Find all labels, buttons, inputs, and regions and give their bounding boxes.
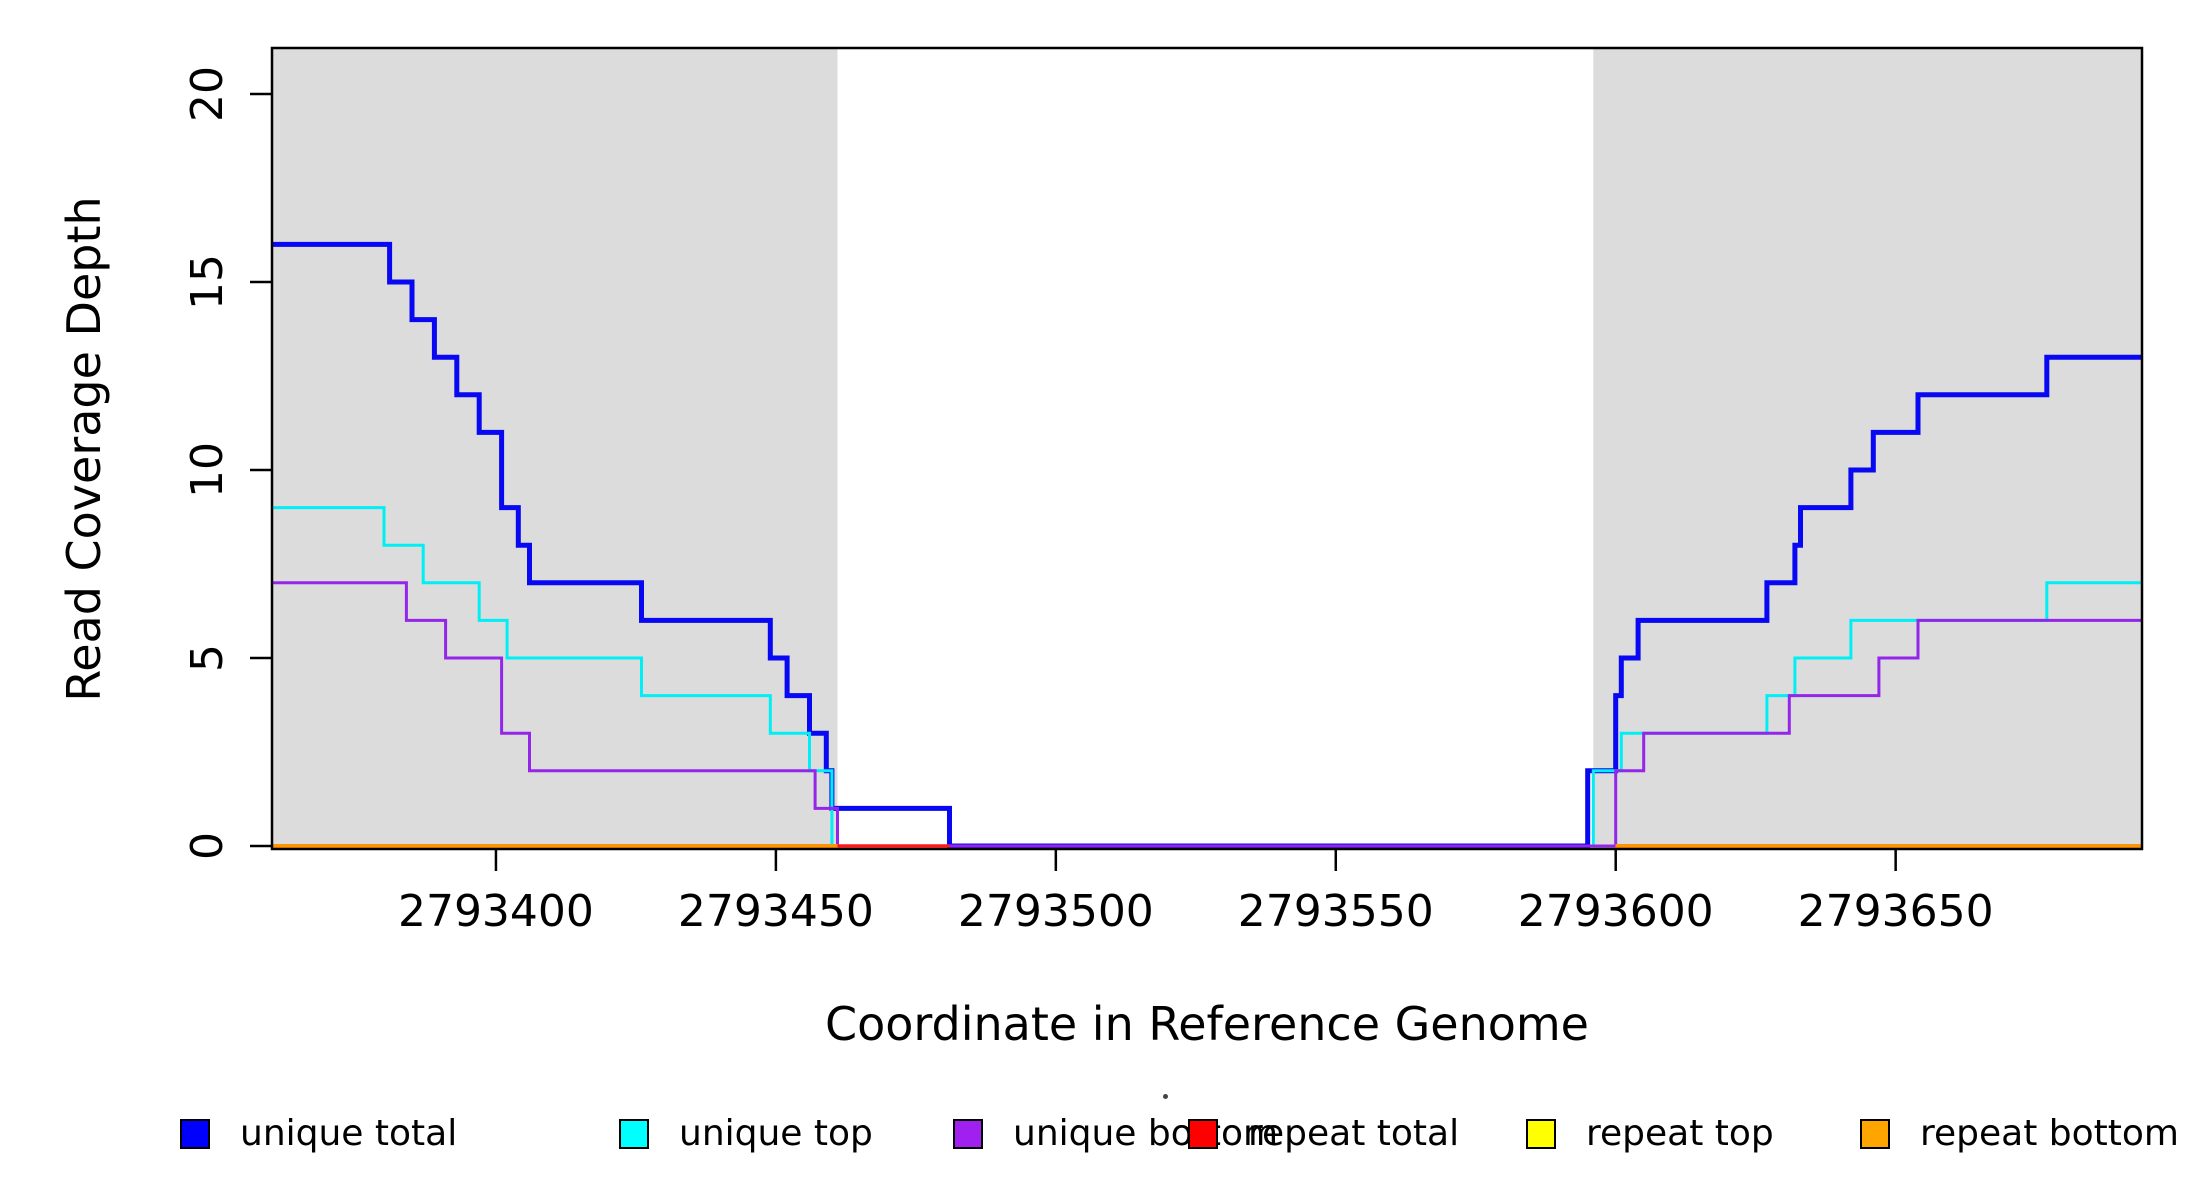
x-tick-label: 2793450 bbox=[678, 886, 874, 937]
plot-frame bbox=[270, 46, 2144, 851]
y-tick-label: 20 bbox=[182, 66, 233, 122]
x-tick-label: 2793500 bbox=[958, 886, 1154, 937]
x-tick-label: 2793600 bbox=[1518, 886, 1714, 937]
x-tick-label: 2793550 bbox=[1238, 886, 1434, 937]
repeat-region-band bbox=[272, 48, 838, 849]
series-unique-top-line bbox=[272, 506, 2142, 848]
y-tick-label: 5 bbox=[182, 644, 233, 672]
x-axis-title: Coordinate in Reference Genome bbox=[825, 997, 1589, 1051]
stray-dot-mark bbox=[1163, 1094, 1168, 1099]
plot-frame-border bbox=[270, 46, 2144, 851]
y-tick-label: 15 bbox=[182, 254, 233, 310]
y-tick-label: 10 bbox=[182, 442, 233, 498]
repeat-region-band bbox=[1593, 48, 2142, 849]
x-tick-label: 2793650 bbox=[1798, 886, 1994, 937]
coverage-series-lines bbox=[272, 241, 2142, 849]
y-tick-label: 0 bbox=[182, 832, 233, 860]
repeat-region-bands bbox=[272, 48, 2142, 849]
x-tick-label: 2793400 bbox=[398, 886, 594, 937]
x-axis-ticks: 2793400 2793450 2793500 2793550 2793600 27936… bbox=[398, 849, 1994, 937]
series-unique-bottom-line bbox=[272, 581, 2142, 848]
y-axis-title: Read Coverage Depth bbox=[57, 196, 111, 701]
y-axis-ticks: 0 5 10 15 20 bbox=[182, 66, 272, 860]
